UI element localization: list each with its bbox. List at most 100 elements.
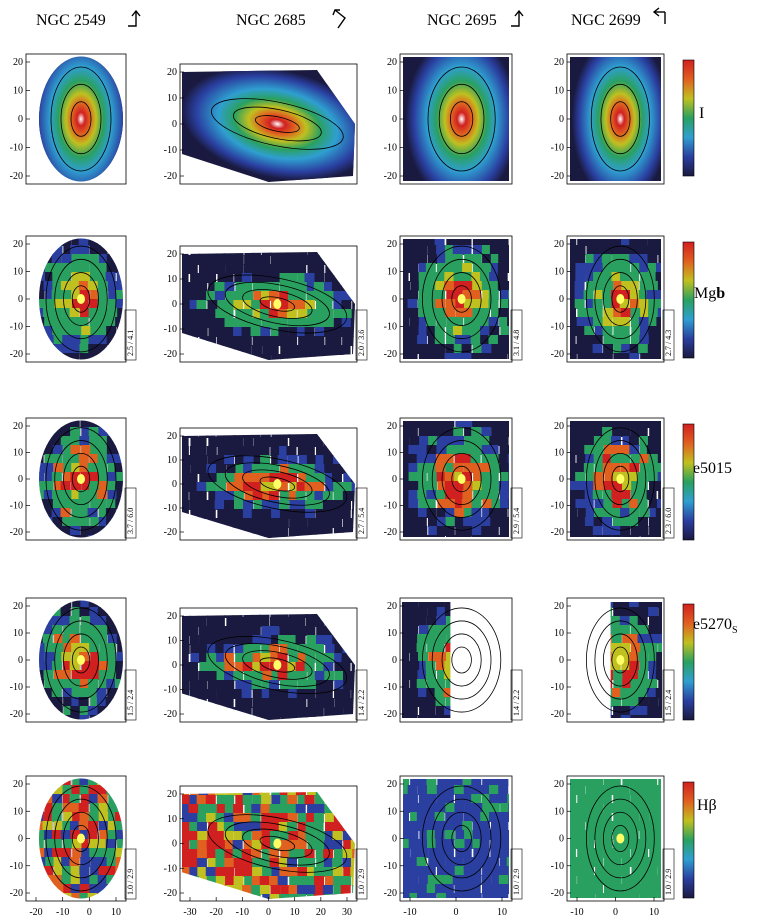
map-axes: 20 10 0 -10 -20 (10, 53, 127, 185)
voronoi-index-map (182, 434, 355, 538)
map-panel (570, 57, 661, 181)
y-tick-label: -10 (384, 682, 397, 693)
index-range-label: 1.0 / 2.9 (355, 848, 368, 900)
y-tick-label: -20 (164, 888, 177, 899)
y-tick-label: 20 (167, 249, 177, 260)
voronoi-index-map (39, 420, 123, 538)
index-range-label: 1.5 / 2.4 (124, 669, 137, 721)
voronoi-index-map (39, 778, 123, 899)
svg-text:1.0 / 2.9: 1.0 / 2.9 (126, 869, 135, 895)
y-tick-label: 10 (387, 448, 397, 459)
y-tick-label: 10 (167, 814, 177, 825)
y-tick-label: 0 (559, 834, 564, 845)
y-tick-label: -20 (551, 527, 564, 538)
y-tick-label: -20 (10, 888, 23, 899)
y-tick-label: -10 (384, 322, 397, 333)
x-tick-label: -10 (56, 907, 69, 918)
svg-text:3.7 / 6.0: 3.7 / 6.0 (126, 508, 135, 534)
map-axes: 20 10 0 -10 -20 (551, 417, 665, 541)
map-axes: 20 10 0 -10 -20 (551, 53, 665, 185)
y-tick-label: 10 (167, 636, 177, 647)
x-tick-label: -10 (403, 907, 416, 918)
isophote-contours (585, 427, 655, 531)
voronoi-index-map (403, 779, 509, 898)
y-tick-label: -20 (164, 527, 177, 538)
isophote-contours (590, 66, 650, 172)
y-tick-label: 20 (13, 239, 23, 250)
map-panel: 3.7 / 6.0 (39, 420, 137, 539)
voronoi-index-map (182, 614, 355, 720)
column-title-ngc2685: NGC 2685 (236, 12, 306, 29)
y-tick-label: 20 (13, 601, 23, 612)
y-tick-label: -20 (164, 709, 177, 720)
index-range-label: 3.1 / 4.8 (510, 309, 523, 361)
y-tick-label: 10 (167, 274, 177, 285)
index-range-label: 1.5 / 2.4 (662, 669, 675, 721)
y-tick-label: 10 (554, 267, 564, 278)
y-tick-label: -10 (164, 863, 177, 874)
y-tick-label: -10 (164, 145, 177, 156)
y-tick-label: -10 (10, 861, 23, 872)
orientation-arrow-icon (652, 7, 666, 24)
y-tick-label: 10 (554, 448, 564, 459)
y-tick-label: -20 (10, 171, 23, 182)
y-tick-label: 0 (559, 655, 564, 666)
y-tick-label: 10 (13, 448, 23, 459)
map-panel (39, 56, 123, 182)
y-tick-label: 10 (13, 628, 23, 639)
map-axes: 20 10 0 -10 -20 -10 0 10 (551, 775, 665, 918)
voronoi-index-map (570, 239, 661, 359)
y-tick-label: 0 (392, 114, 397, 125)
isophote-contours (207, 274, 348, 334)
index-range-label: 2.3 / 6.0 (662, 487, 675, 539)
y-tick-label: -20 (551, 888, 564, 899)
y-tick-label: 20 (167, 789, 177, 800)
y-tick-label: -20 (384, 888, 397, 899)
y-tick-label: 10 (387, 267, 397, 278)
map-axes: 20 10 0 -10 -20 -20 -10 0 10 (10, 775, 127, 918)
index-range-label: 1.0 / 2.9 (124, 848, 137, 900)
map-panel: 1.4 / 2.2 (182, 614, 368, 721)
y-tick-label: -10 (551, 861, 564, 872)
x-tick-label: 10 (649, 907, 659, 918)
y-tick-label: 20 (554, 421, 564, 432)
voronoi-index-map (570, 421, 661, 537)
row-label-hbeta: Hβ (697, 797, 717, 814)
y-tick-label: -20 (551, 171, 564, 182)
y-tick-label: -20 (164, 349, 177, 360)
y-tick-label: 10 (554, 628, 564, 639)
map-panel: 1.0 / 2.9 (182, 792, 368, 900)
voronoi-index-map (403, 239, 509, 359)
orientation-arrows (128, 7, 666, 29)
map-axes: 20 10 0 -10 -20 (10, 417, 127, 541)
y-tick-label: 20 (167, 67, 177, 78)
y-tick-label: 10 (387, 628, 397, 639)
index-range-label: 1.4 / 2.2 (510, 669, 523, 721)
map-panel (182, 70, 355, 182)
index-range-label: 1.4 / 2.2 (355, 669, 368, 721)
map-panel: 3.1 / 4.8 (403, 239, 523, 361)
map-panel: 1.0 / 2.9 (403, 779, 523, 900)
map-panel: 1.0 / 2.9 (570, 779, 675, 900)
svg-text:2.9 / 5.4: 2.9 / 5.4 (512, 508, 521, 534)
y-tick-label: 20 (167, 611, 177, 622)
svg-text:1.0 / 2.9: 1.0 / 2.9 (512, 869, 521, 895)
y-tick-label: -20 (551, 349, 564, 360)
voronoi-index-map (610, 602, 662, 718)
svg-text:1.5 / 2.4: 1.5 / 2.4 (126, 690, 135, 716)
row-label-fe5270s: Fe5270S (684, 616, 738, 637)
y-tick-label: 10 (554, 806, 564, 817)
svg-text:2.0 / 3.6: 2.0 / 3.6 (357, 330, 366, 356)
y-tick-label: 20 (554, 779, 564, 790)
x-tick-label: -20 (209, 907, 222, 918)
map-panel: 2.9 / 5.4 (403, 421, 523, 539)
y-tick-label: 0 (172, 119, 177, 130)
y-tick-label: -10 (10, 322, 23, 333)
isophote-contours (585, 607, 655, 713)
isophote-contours (211, 98, 344, 150)
map-axes: 20 10 0 -10 -20 (384, 53, 513, 185)
y-tick-label: 0 (392, 655, 397, 666)
y-tick-label: 0 (18, 294, 23, 305)
index-range-label: 2.0 / 3.6 (355, 309, 368, 361)
